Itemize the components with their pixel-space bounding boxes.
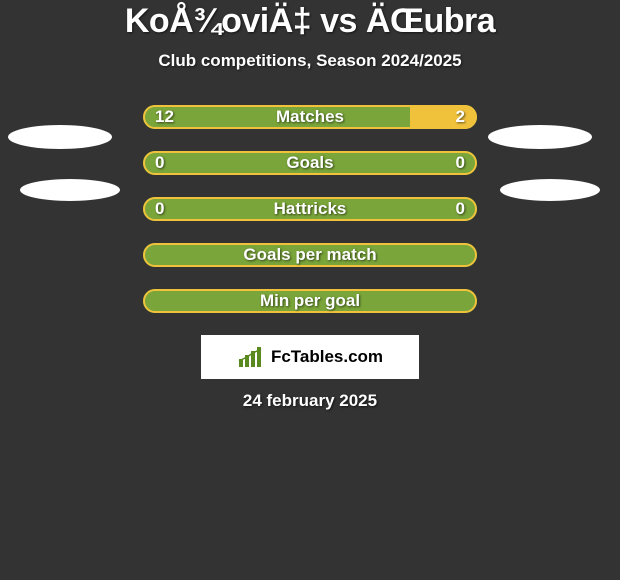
stat-bar: Hattricks0 0: [143, 197, 477, 221]
stat-left-value: 12: [155, 107, 174, 127]
logo-box: FcTables.com: [201, 335, 419, 379]
club-badge-placeholder: [488, 125, 592, 149]
club-badge-placeholder: [500, 179, 600, 201]
logo-text: FcTables.com: [271, 347, 383, 367]
logo-bars-icon: [237, 347, 265, 367]
stat-left-value: 0: [155, 153, 164, 173]
club-badge-placeholder: [8, 125, 112, 149]
stat-row: Hattricks0 0: [0, 197, 620, 221]
stat-bar: Matches12 2: [143, 105, 477, 129]
stat-label: Matches: [143, 105, 477, 129]
stat-row: Goals per match: [0, 243, 620, 267]
logo-inner: FcTables.com: [237, 347, 383, 367]
date-text: 24 february 2025: [243, 391, 377, 411]
stat-right-value: 0: [456, 199, 465, 219]
stat-row: Min per goal: [0, 289, 620, 313]
stat-bar: Min per goal: [143, 289, 477, 313]
stat-left-value: 0: [155, 199, 164, 219]
stat-label: Min per goal: [143, 289, 477, 313]
stat-bar: Goals0 0: [143, 151, 477, 175]
subtitle: Club competitions, Season 2024/2025: [158, 51, 461, 71]
content: KoÅ¾oviÄ‡ vs ÄŒubra Club competitions, S…: [0, 0, 620, 411]
page-title: KoÅ¾oviÄ‡ vs ÄŒubra: [125, 2, 495, 41]
stat-bar: Goals per match: [143, 243, 477, 267]
stat-label: Goals: [143, 151, 477, 175]
stat-row: Goals0 0: [0, 151, 620, 175]
stat-right-value: 0: [456, 153, 465, 173]
club-badge-placeholder: [20, 179, 120, 201]
stat-label: Hattricks: [143, 197, 477, 221]
stat-right-value: 2: [456, 107, 465, 127]
stat-label: Goals per match: [143, 243, 477, 267]
